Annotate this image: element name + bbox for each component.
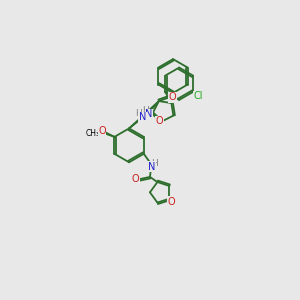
Text: O: O — [98, 126, 106, 136]
Text: O: O — [94, 128, 102, 138]
Text: H: H — [142, 106, 148, 115]
Text: H: H — [135, 109, 142, 118]
Text: N: N — [148, 162, 155, 172]
Text: CH₃: CH₃ — [86, 128, 100, 137]
Text: O: O — [156, 116, 164, 126]
Text: H: H — [151, 158, 158, 167]
Text: O: O — [169, 92, 176, 102]
Text: O: O — [167, 197, 175, 207]
Text: O: O — [131, 174, 139, 184]
Text: Cl: Cl — [193, 92, 203, 101]
Text: N: N — [145, 109, 152, 119]
Text: N: N — [139, 112, 146, 122]
